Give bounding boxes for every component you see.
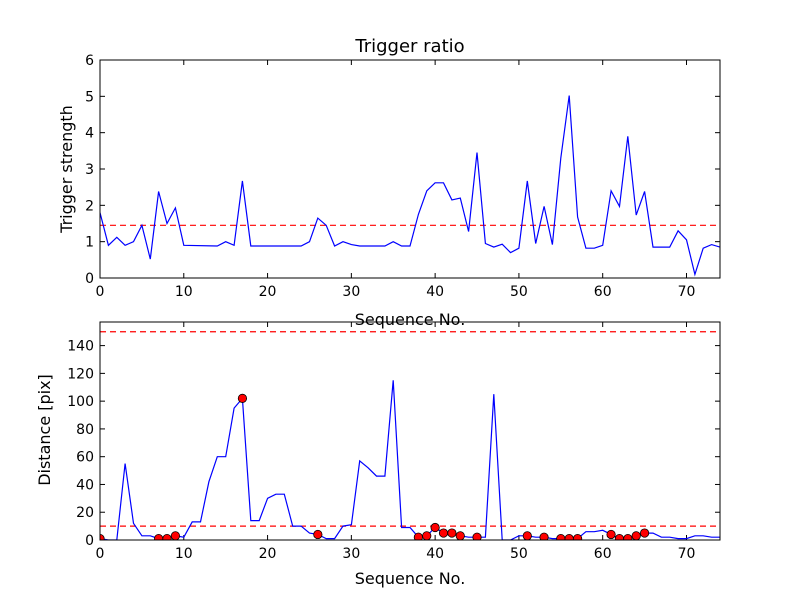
data-point [623, 534, 633, 540]
data-point [639, 528, 650, 538]
y-tick-label: 100 [67, 394, 94, 410]
y-axis-label: Trigger strength [57, 105, 76, 234]
x-tick-label: 0 [96, 546, 105, 562]
y-tick-label: 80 [76, 422, 94, 438]
data-point [313, 529, 323, 540]
x-tick-label: 50 [510, 284, 528, 300]
plot-area [100, 95, 720, 277]
x-tick-label: 0 [96, 284, 105, 300]
x-axis-label: Sequence No. [355, 310, 466, 329]
x-tick-label: 30 [342, 546, 360, 562]
y-tick-label: 1 [85, 235, 94, 251]
data-point [556, 534, 566, 540]
y-tick-label: 120 [67, 366, 94, 382]
y-tick-label: 4 [85, 126, 94, 142]
x-tick-label: 60 [594, 546, 612, 562]
y-axis-label: Distance [pix] [35, 374, 54, 486]
y-tick-label: 140 [67, 339, 94, 355]
x-axis-label: Sequence No. [355, 569, 466, 588]
data-point [170, 531, 181, 540]
data-point [438, 528, 449, 538]
data-point [614, 534, 625, 540]
data-point [154, 534, 164, 540]
axes-frame [99, 59, 721, 279]
y-tick-label: 5 [85, 89, 94, 105]
data-point [472, 532, 482, 540]
axes-frame [99, 321, 721, 541]
plot-marks [100, 331, 720, 540]
data-point [522, 531, 532, 540]
chart-title: Trigger ratio [354, 36, 464, 57]
x-tick-label: 20 [259, 546, 277, 562]
data-point [422, 531, 432, 540]
data-point [539, 532, 549, 540]
y-tick-label: 60 [76, 450, 94, 466]
series-line [100, 95, 720, 277]
y-tick-label: 40 [76, 477, 94, 493]
y-tick-label: 2 [85, 198, 94, 214]
y-tick-label: 0 [85, 271, 94, 287]
x-tick-label: 60 [594, 284, 612, 300]
plot-marks [100, 95, 720, 277]
y-tick-label: 0 [85, 533, 94, 549]
y-tick-label: 20 [76, 505, 94, 521]
trigger-ratio-plot: Trigger ratio Trigger strength Sequence … [57, 36, 721, 329]
data-point [447, 528, 457, 538]
distance-plot: Distance [pix] Sequence No. 0 10 20 30 40 50 6… [35, 321, 721, 588]
data-point [631, 531, 641, 540]
data-point [572, 534, 583, 540]
x-tick-label: 10 [175, 284, 193, 300]
x-tick-label: 20 [259, 284, 277, 300]
x-tick-label: 70 [678, 284, 696, 300]
x-tick-label: 40 [426, 546, 444, 562]
plot-area [100, 331, 720, 540]
data-point [606, 529, 616, 540]
x-tick-label: 10 [175, 546, 193, 562]
data-point [455, 531, 465, 540]
x-tick-label: 40 [426, 284, 444, 300]
y-tick-label: 3 [85, 162, 94, 178]
x-tick-label: 30 [342, 284, 360, 300]
axis-ticks: 0 10 20 30 40 50 60 70 0 1 2 3 4 5 6 [85, 53, 720, 300]
y-tick-label: 6 [85, 53, 94, 69]
x-tick-label: 70 [678, 546, 696, 562]
data-point [430, 522, 440, 533]
x-tick-label: 50 [510, 546, 528, 562]
data-point [564, 534, 574, 540]
data-point [162, 534, 172, 540]
data-point [237, 393, 248, 403]
axis-ticks: 0 10 20 30 40 50 60 70 0 20 40 60 80 100 120 140 [67, 322, 720, 562]
series-line [100, 380, 720, 540]
